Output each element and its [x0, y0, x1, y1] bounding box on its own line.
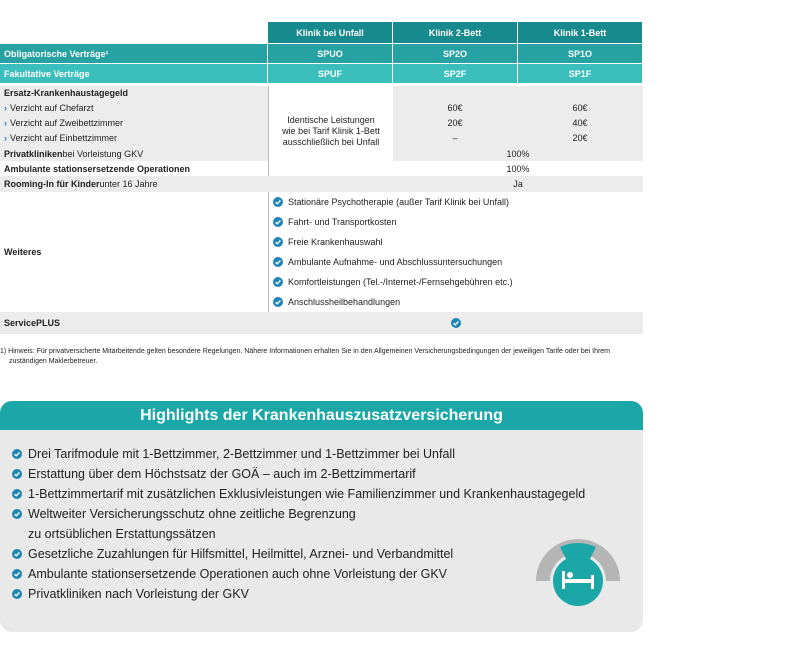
check-icon	[273, 257, 283, 267]
column-header: Klinik bei Unfall	[268, 22, 392, 43]
row-bg	[0, 176, 643, 192]
label-text: unter 16 Jahre	[99, 179, 158, 189]
highlight-item: Privatkliniken nach Vorleistung der GKV	[12, 585, 632, 603]
row-label: Privatkliniken bei Vorleistung GKV	[0, 146, 267, 161]
check-icon	[273, 277, 283, 287]
label-text: Verzicht auf Zweibettzimmer	[10, 117, 124, 128]
row-bg	[393, 146, 643, 161]
highlight-text: Weltweiter Versicherungsschutz ohne zeit…	[28, 507, 356, 521]
label-bold: Rooming-In für Kinder	[4, 179, 100, 189]
benefit-text: Freie Krankenhauswahl	[288, 237, 383, 247]
benefit-item: Fahrt- und Transportkosten	[273, 214, 643, 230]
row-bg	[0, 86, 268, 146]
section-title: Ersatz-Krankenhaustagegeld	[4, 88, 129, 98]
benefit-item: Komfortleistungen (Tel.-/Internet-/Ferns…	[273, 274, 643, 290]
benefit-item: Freie Krankenhauswahl	[273, 234, 643, 250]
highlight-item: Erstattung über dem Höchstsatz der GOÄ –…	[12, 465, 632, 483]
amount: 60€	[447, 102, 463, 113]
arrow: ›	[4, 117, 7, 128]
benefit-text: Komfortleistungen (Tel.-/Internet-/Ferns…	[288, 277, 513, 287]
check-icon	[12, 469, 22, 479]
highlight-item: Drei Tarifmodule mit 1-Bettzimmer, 2-Bet…	[12, 445, 632, 463]
benefit-item: Anschlussheilbehandlungen	[273, 294, 643, 310]
highlight-text: Gesetzliche Zuzahlungen für Hilfsmittel,…	[28, 547, 454, 561]
tariff-code: SPUO	[268, 44, 392, 63]
row-label: ServicePLUS	[4, 318, 61, 328]
tariff-code: SPUF	[268, 64, 392, 83]
tariff-code: SP1O	[518, 44, 642, 63]
check-icon	[12, 569, 22, 579]
check-icon	[273, 217, 283, 227]
amount: 20€	[447, 117, 463, 128]
amount: –	[452, 132, 458, 143]
highlight-text: 1-Bettzimmertarif mit zusätzlichen Exklu…	[28, 487, 586, 501]
highlight-item: Gesetzliche Zuzahlungen für Hilfsmittel,…	[12, 545, 632, 563]
benefit-text: Anschlussheilbehandlungen	[288, 297, 401, 307]
value: 100%	[506, 148, 530, 159]
row-label: › Verzicht auf Einbettzimmer	[0, 130, 267, 145]
highlight-item: Weltweiter Versicherungsschutz ohne zeit…	[12, 505, 612, 523]
row-label: › Verzicht auf Chefarzt	[0, 100, 267, 115]
highlight-text: Drei Tarifmodule mit 1-Bettzimmer, 2-Bet…	[28, 447, 455, 461]
row-label: Fakultative Verträge	[0, 64, 267, 83]
check-icon	[12, 489, 22, 499]
row-label: › Verzicht auf Zweibettzimmer	[0, 115, 267, 130]
row-label: Obligatorische Verträge¹	[0, 44, 267, 63]
check-icon	[273, 197, 283, 207]
row-bg	[393, 86, 643, 146]
highlight-text: Privatkliniken nach Vorleistung der GKV	[28, 587, 249, 601]
check-icon	[12, 549, 22, 559]
benefit-item: Ambulante Aufnahme- und Abschlussuntersu…	[273, 254, 643, 270]
label-text: Verzicht auf Einbettzimmer	[10, 132, 118, 143]
highlight-item: Ambulante stationsersetzende Operationen…	[12, 565, 632, 583]
footnote: 1) Hinweis: Für privatversicherte Mitarb…	[0, 348, 611, 365]
arrow: ›	[4, 102, 7, 113]
benefit-text: Ambulante Aufnahme- und Abschlussuntersu…	[288, 257, 503, 267]
label-text: bei Vorleistung GKV	[62, 148, 144, 159]
bed-icon	[536, 539, 620, 606]
check-icon	[450, 318, 461, 328]
row-label: Rooming-In für Kinder unter 16 Jahre	[0, 176, 267, 192]
tariff-code: SP2O	[393, 44, 517, 63]
tariff-code: SP1F	[518, 64, 642, 83]
value: Ja	[513, 179, 523, 189]
check-icon	[12, 449, 22, 459]
arrow: ›	[4, 132, 7, 143]
value: 100%	[506, 163, 530, 174]
check-icon	[273, 297, 283, 307]
check-icon	[273, 237, 283, 247]
tariff-code: SP2F	[393, 64, 517, 83]
amount: 20€	[572, 132, 588, 143]
label-bold: Privatkliniken	[4, 148, 63, 159]
check-icon	[12, 509, 22, 519]
benefit-item: Stationäre Psychotherapie (außer Tarif K…	[273, 194, 643, 210]
divider	[268, 86, 269, 334]
highlight-item: zu ortsüblichen Erstattungssätzen	[12, 525, 612, 543]
column-header: Klinik 2-Bett	[393, 22, 517, 43]
highlight-text: Erstattung über dem Höchstsatz der GOÄ –…	[28, 467, 416, 481]
row-label: Weiteres	[4, 247, 42, 257]
benefit-text: Fahrt- und Transportkosten	[288, 217, 397, 227]
check-icon	[12, 589, 22, 599]
highlight-text: zu ortsüblichen Erstattungssätzen	[28, 527, 216, 541]
highlights-title: Highlights der Krankenhauszusatzversiche…	[0, 401, 643, 430]
benefit-text: Stationäre Psychotherapie (außer Tarif K…	[288, 197, 509, 207]
highlight-item: 1-Bettzimmertarif mit zusätzlichen Exklu…	[12, 485, 632, 503]
service-check	[268, 312, 643, 334]
amount: 60€	[572, 102, 588, 113]
merged-note: Identische Leistungen wie bei Tarif Klin…	[282, 86, 380, 176]
highlights-box	[0, 401, 643, 632]
row-bg	[0, 312, 643, 334]
row-bg	[0, 146, 268, 161]
highlight-text: Ambulante stationsersetzende Operationen…	[28, 567, 448, 581]
label-text: Verzicht auf Chefarzt	[10, 102, 94, 113]
row-label: Ambulante stationsersetzende Operationen	[4, 163, 191, 174]
column-header: Klinik 1-Bett	[518, 22, 642, 43]
amount: 40€	[572, 117, 588, 128]
